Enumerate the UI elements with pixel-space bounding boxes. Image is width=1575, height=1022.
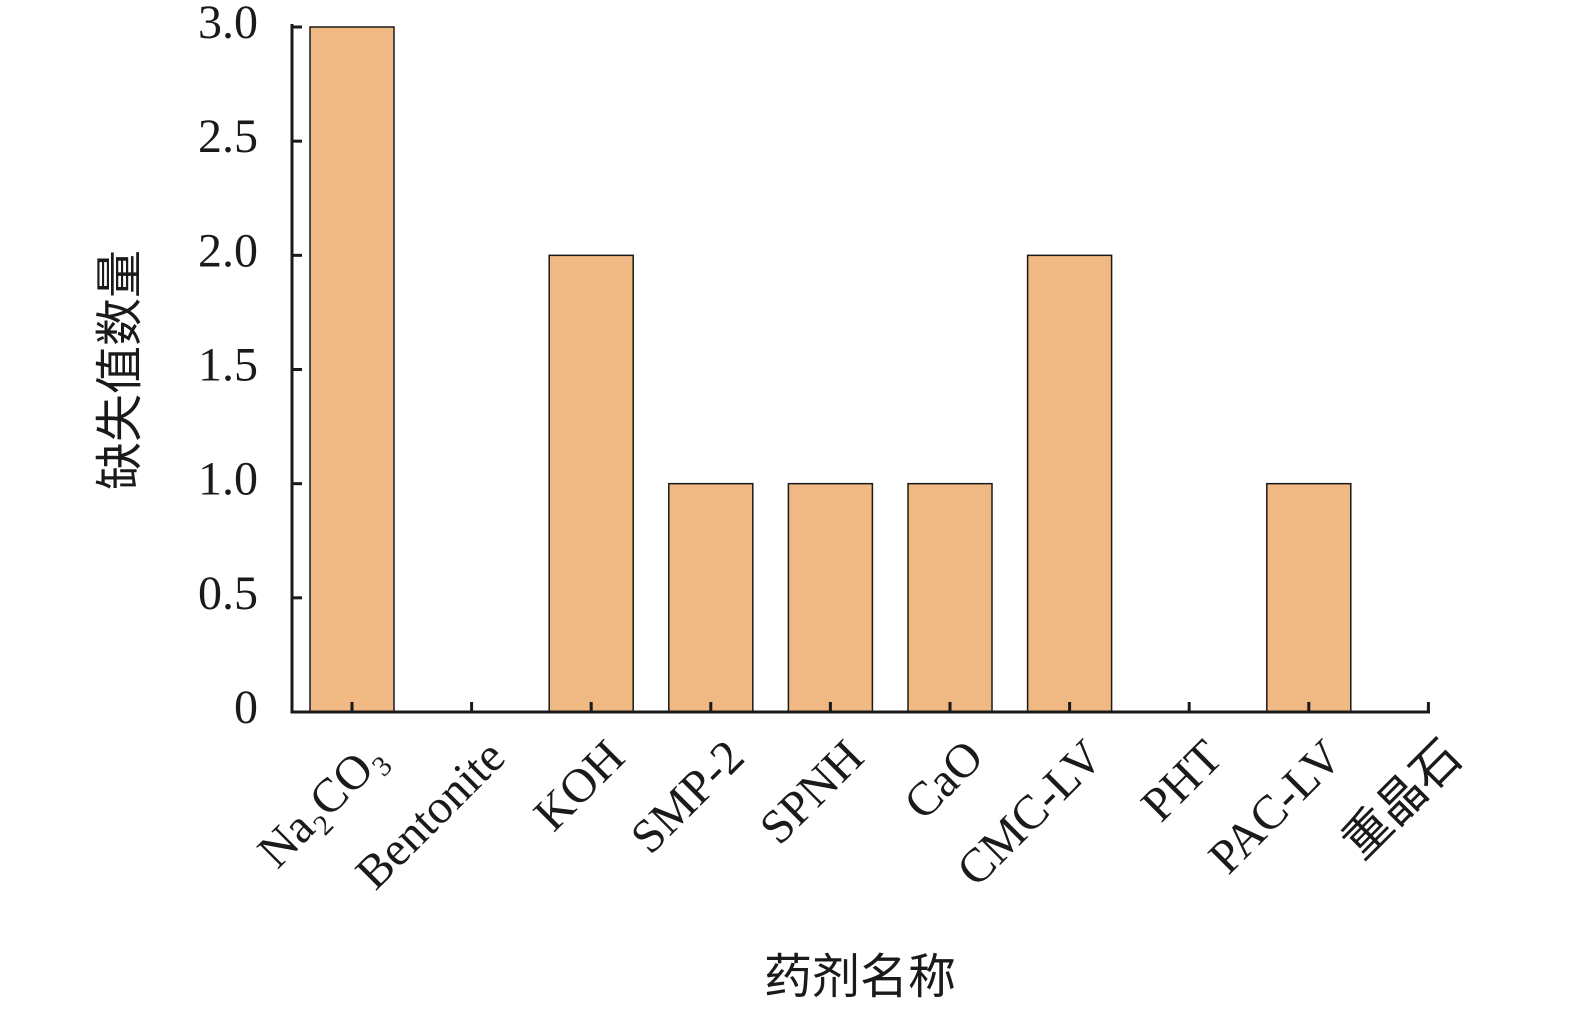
- x-tick-label: SMP-2: [621, 730, 755, 864]
- x-tick-label: 重晶石: [1333, 730, 1472, 869]
- y-axis-label: 缺失值数量: [94, 250, 147, 490]
- x-tick-label: SPNH: [750, 730, 874, 854]
- bar: [309, 26, 395, 713]
- y-tick-label: 1.0: [198, 453, 258, 506]
- bar: [668, 482, 754, 713]
- y-tick-label: 0.5: [198, 567, 258, 620]
- y-tick-label: 2.5: [198, 110, 258, 163]
- x-tick-label: PAC-LV: [1199, 730, 1353, 884]
- bar: [787, 482, 874, 713]
- x-tick-label: PHT: [1131, 730, 1233, 832]
- y-tick-label: 2.0: [198, 224, 258, 277]
- bar: [1026, 254, 1113, 713]
- x-axis-label: 药剂名称: [764, 951, 956, 1004]
- bar: [1266, 482, 1352, 713]
- x-tick-label: KOH: [524, 730, 635, 841]
- bar: [907, 482, 993, 713]
- x-tick-label: CaO: [894, 730, 994, 830]
- y-tick-label: 3.0: [198, 0, 258, 49]
- y-tick-label: 0: [234, 681, 258, 734]
- y-tick-label: 1.5: [198, 339, 258, 392]
- bar: [548, 254, 634, 713]
